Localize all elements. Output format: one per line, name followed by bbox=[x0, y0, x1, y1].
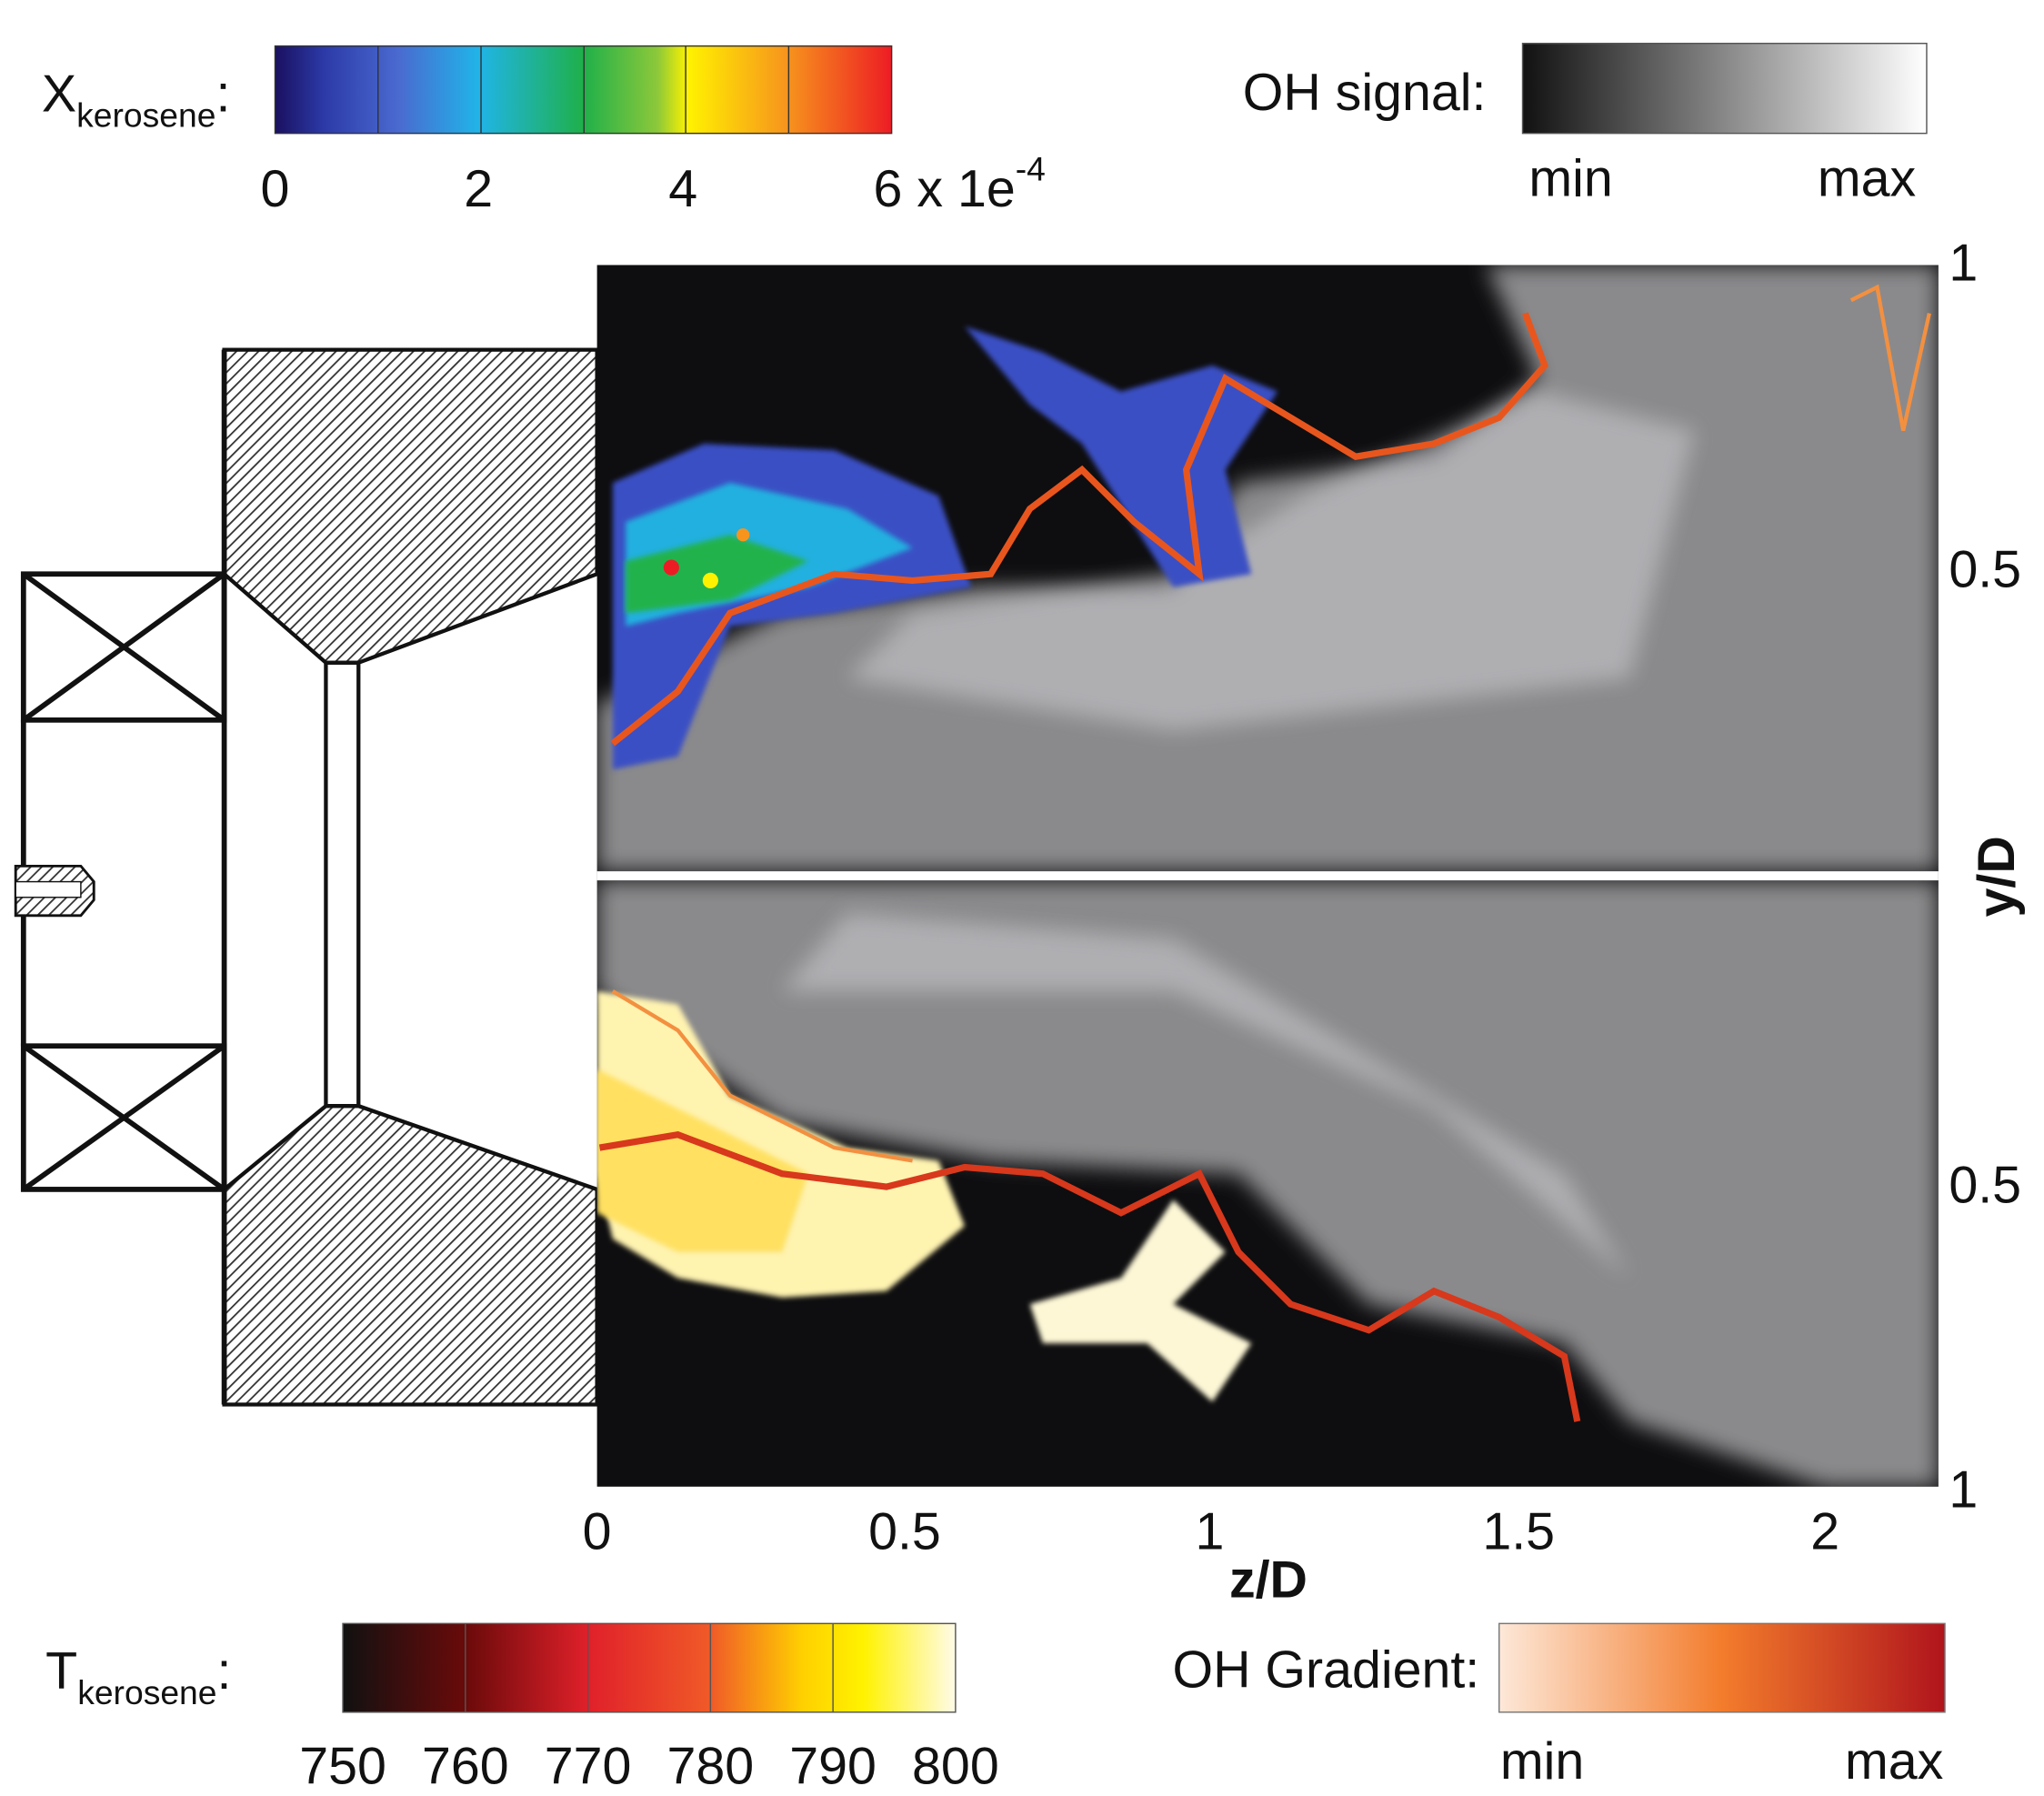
burner-drawing bbox=[14, 347, 614, 1407]
colorbar-label: Xkerosene: bbox=[42, 65, 231, 134]
colorbar-tick: 4 bbox=[668, 160, 697, 218]
x-axis-label: z/D bbox=[1229, 1551, 1308, 1610]
colorbar bbox=[342, 1622, 957, 1713]
x-tick-label: 1 bbox=[1196, 1503, 1225, 1561]
colorbar-max: max bbox=[1845, 1732, 1944, 1791]
x-tick-label: 0.5 bbox=[868, 1503, 941, 1561]
colorbar-tick: 760 bbox=[422, 1738, 509, 1796]
colorbar-label: OH Gradient: bbox=[1172, 1641, 1479, 1700]
colorbar-tick: 6 x 1e-4 bbox=[874, 149, 1046, 218]
y-tick-label: 0.5 bbox=[1949, 1156, 2021, 1214]
colorbar bbox=[274, 45, 893, 135]
y-tick-label: 1 bbox=[1949, 235, 1978, 293]
y-tick-label: 0.5 bbox=[1949, 541, 2021, 599]
colorbar-min: min bbox=[1528, 149, 1612, 207]
colorbar-tick: 780 bbox=[667, 1738, 755, 1796]
x-tick-label: 1.5 bbox=[1482, 1503, 1555, 1561]
colorbar-tick: 0 bbox=[261, 160, 290, 218]
colorbar bbox=[1521, 43, 1928, 135]
x-tick-label: 2 bbox=[1810, 1503, 1839, 1561]
colorbar-tick: 790 bbox=[789, 1738, 877, 1796]
colorbar-label: OH signal: bbox=[1243, 64, 1487, 122]
colorbar bbox=[1498, 1622, 1946, 1713]
colorbar-dividers bbox=[465, 1623, 834, 1712]
colorbar-tick: 800 bbox=[912, 1738, 999, 1796]
y-tick-label: 1 bbox=[1949, 1461, 1978, 1520]
colorbar-dividers bbox=[377, 45, 790, 134]
colorbar-max: max bbox=[1818, 149, 1917, 207]
colorbar-min: min bbox=[1500, 1732, 1584, 1791]
x-tick-label: 0 bbox=[583, 1503, 612, 1561]
field-image bbox=[596, 265, 1939, 1487]
colorbar-tick: 750 bbox=[299, 1738, 386, 1796]
colorbar-tick: 2 bbox=[464, 160, 493, 218]
colorbar-label: Tkerosene: bbox=[45, 1642, 231, 1711]
y-axis-label: y/D bbox=[1968, 836, 2026, 917]
colorbar-tick: 770 bbox=[545, 1738, 632, 1796]
